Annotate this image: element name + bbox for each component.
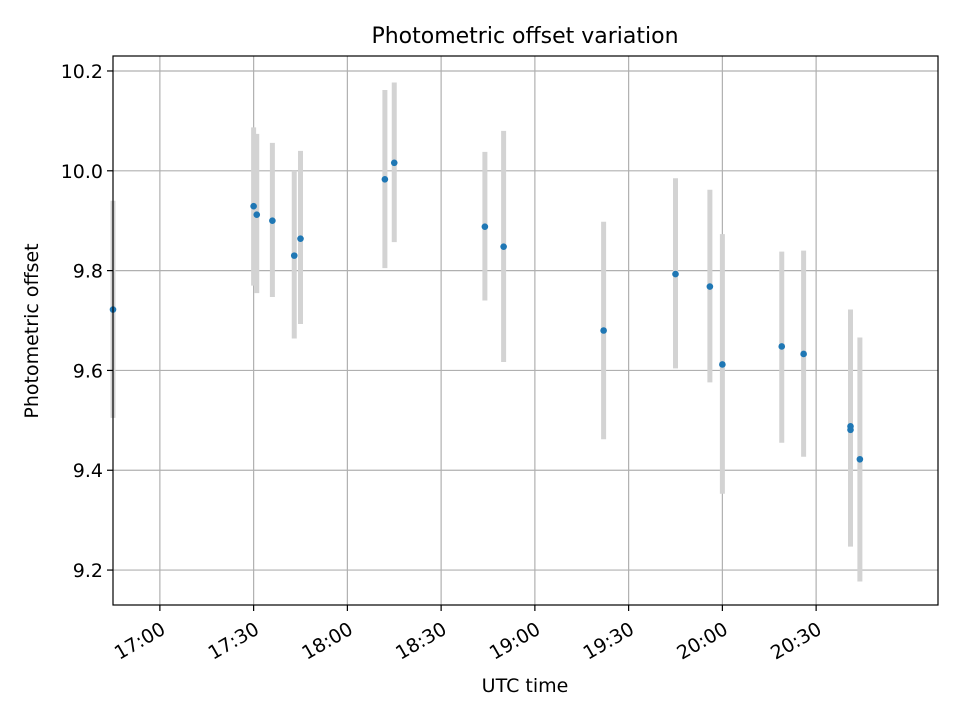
data-point [381,175,389,183]
data-point [500,243,507,250]
data-point [600,327,607,334]
data-point [706,283,714,290]
y-axis-label: Photometric offset [21,243,43,418]
x-axis-label: UTC time [482,675,569,697]
data-point [250,202,257,210]
y-axis-ticks: 9.2 9.4 9.6 9.8 10.0 10.2 [61,61,113,582]
grid-layer [113,56,938,605]
data-point [297,235,304,242]
y-tick-label: 9.8 [73,261,103,283]
data-point [800,350,807,358]
data-point [269,217,276,224]
y-tick-label: 10.2 [61,61,103,83]
data-point [290,252,298,259]
data-point [847,426,854,434]
data-point [672,270,679,278]
y-tick-label: 9.6 [73,360,103,382]
data-point [778,343,786,350]
data-point [253,211,261,219]
y-tick-label: 9.2 [73,560,103,582]
chart-title: Photometric offset variation [371,24,678,49]
data-point [719,361,726,368]
y-tick-label: 10.0 [61,161,103,183]
data-point [856,455,864,463]
data-point [390,159,398,167]
point-layer [109,159,864,463]
plot-area-frame [112,55,939,606]
y-tick-label: 9.4 [73,460,103,482]
data-point [481,223,489,230]
